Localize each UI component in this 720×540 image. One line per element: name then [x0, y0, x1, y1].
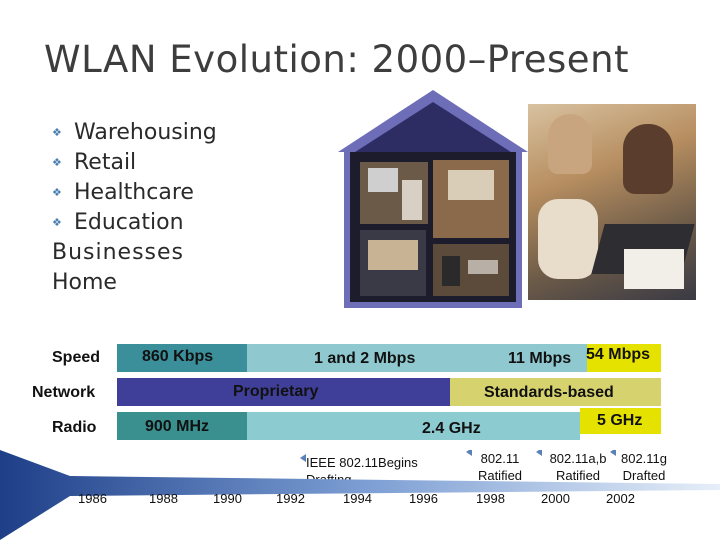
bullet-item: ❖ Retail	[52, 148, 217, 178]
speed-label-1-2mbps: 1 and 2 Mbps	[314, 350, 416, 367]
bullet-icon: ❖	[52, 216, 62, 229]
year-label: 2002	[606, 491, 635, 506]
network-bar-proprietary	[117, 378, 450, 406]
speed-label-860kbps: 860 Kbps	[142, 348, 214, 365]
speed-bar-11mbps	[497, 344, 587, 372]
year-label: 1996	[409, 491, 438, 506]
bullet-list: ❖ Warehousing ❖ Retail ❖ Healthcare ❖ Educat…	[52, 118, 217, 298]
speed-label-54mbps: 54 Mbps	[586, 346, 651, 363]
radio-bar-900mhz	[117, 412, 247, 440]
year-label: 2000	[541, 491, 570, 506]
year-label: 1988	[149, 491, 178, 506]
radio-label-900mhz: 900 MHz	[145, 418, 210, 435]
text-line: Businesses	[52, 240, 185, 265]
speed-bar-54mbps	[587, 344, 661, 372]
radio-label-5ghz: 5 GHz	[597, 412, 643, 429]
year-label: 1994	[343, 491, 372, 506]
timeline-arrow	[0, 450, 720, 540]
bullet-icon: ❖	[52, 186, 62, 199]
bullet-item: ❖ Healthcare	[52, 178, 217, 208]
network-label-proprietary: Proprietary	[233, 383, 319, 400]
network-label-standards: Standards-based	[484, 384, 614, 401]
row-label-speed: Speed	[52, 349, 101, 366]
office-photo	[528, 104, 696, 300]
radio-label-24ghz: 2.4 GHz	[422, 420, 481, 437]
radio-bar-24ghz	[247, 412, 580, 440]
speed-label-11mbps: 11 Mbps	[508, 350, 572, 367]
bullet-item: ❖ Education	[52, 208, 217, 238]
network-bar-standards	[450, 378, 661, 406]
row-label-network: Network	[32, 384, 96, 401]
house-image	[338, 90, 528, 308]
year-label: 1998	[476, 491, 505, 506]
bullet-icon: ❖	[52, 156, 62, 169]
speed-bar-1-2mbps	[247, 344, 497, 372]
slide-title: WLAN Evolution: 2000–Present	[44, 38, 630, 81]
speed-bar-860kbps	[117, 344, 247, 372]
text-line: Home	[52, 270, 117, 295]
radio-bar-5ghz	[580, 408, 661, 434]
milestone-80211ab-ratified: 802.11a,b Ratified	[549, 451, 607, 483]
milestone-80211g-drafted: 802.11g Drafted	[620, 451, 668, 483]
year-label: 1992	[276, 491, 305, 506]
bullet-icon: ❖	[52, 126, 62, 139]
year-label: 1990	[213, 491, 242, 506]
milestone-80211-ratified: 802.11 Ratified	[477, 451, 523, 483]
year-label: 1986	[78, 491, 107, 506]
bullet-item: ❖ Warehousing	[52, 118, 217, 148]
row-label-radio: Radio	[52, 419, 97, 436]
